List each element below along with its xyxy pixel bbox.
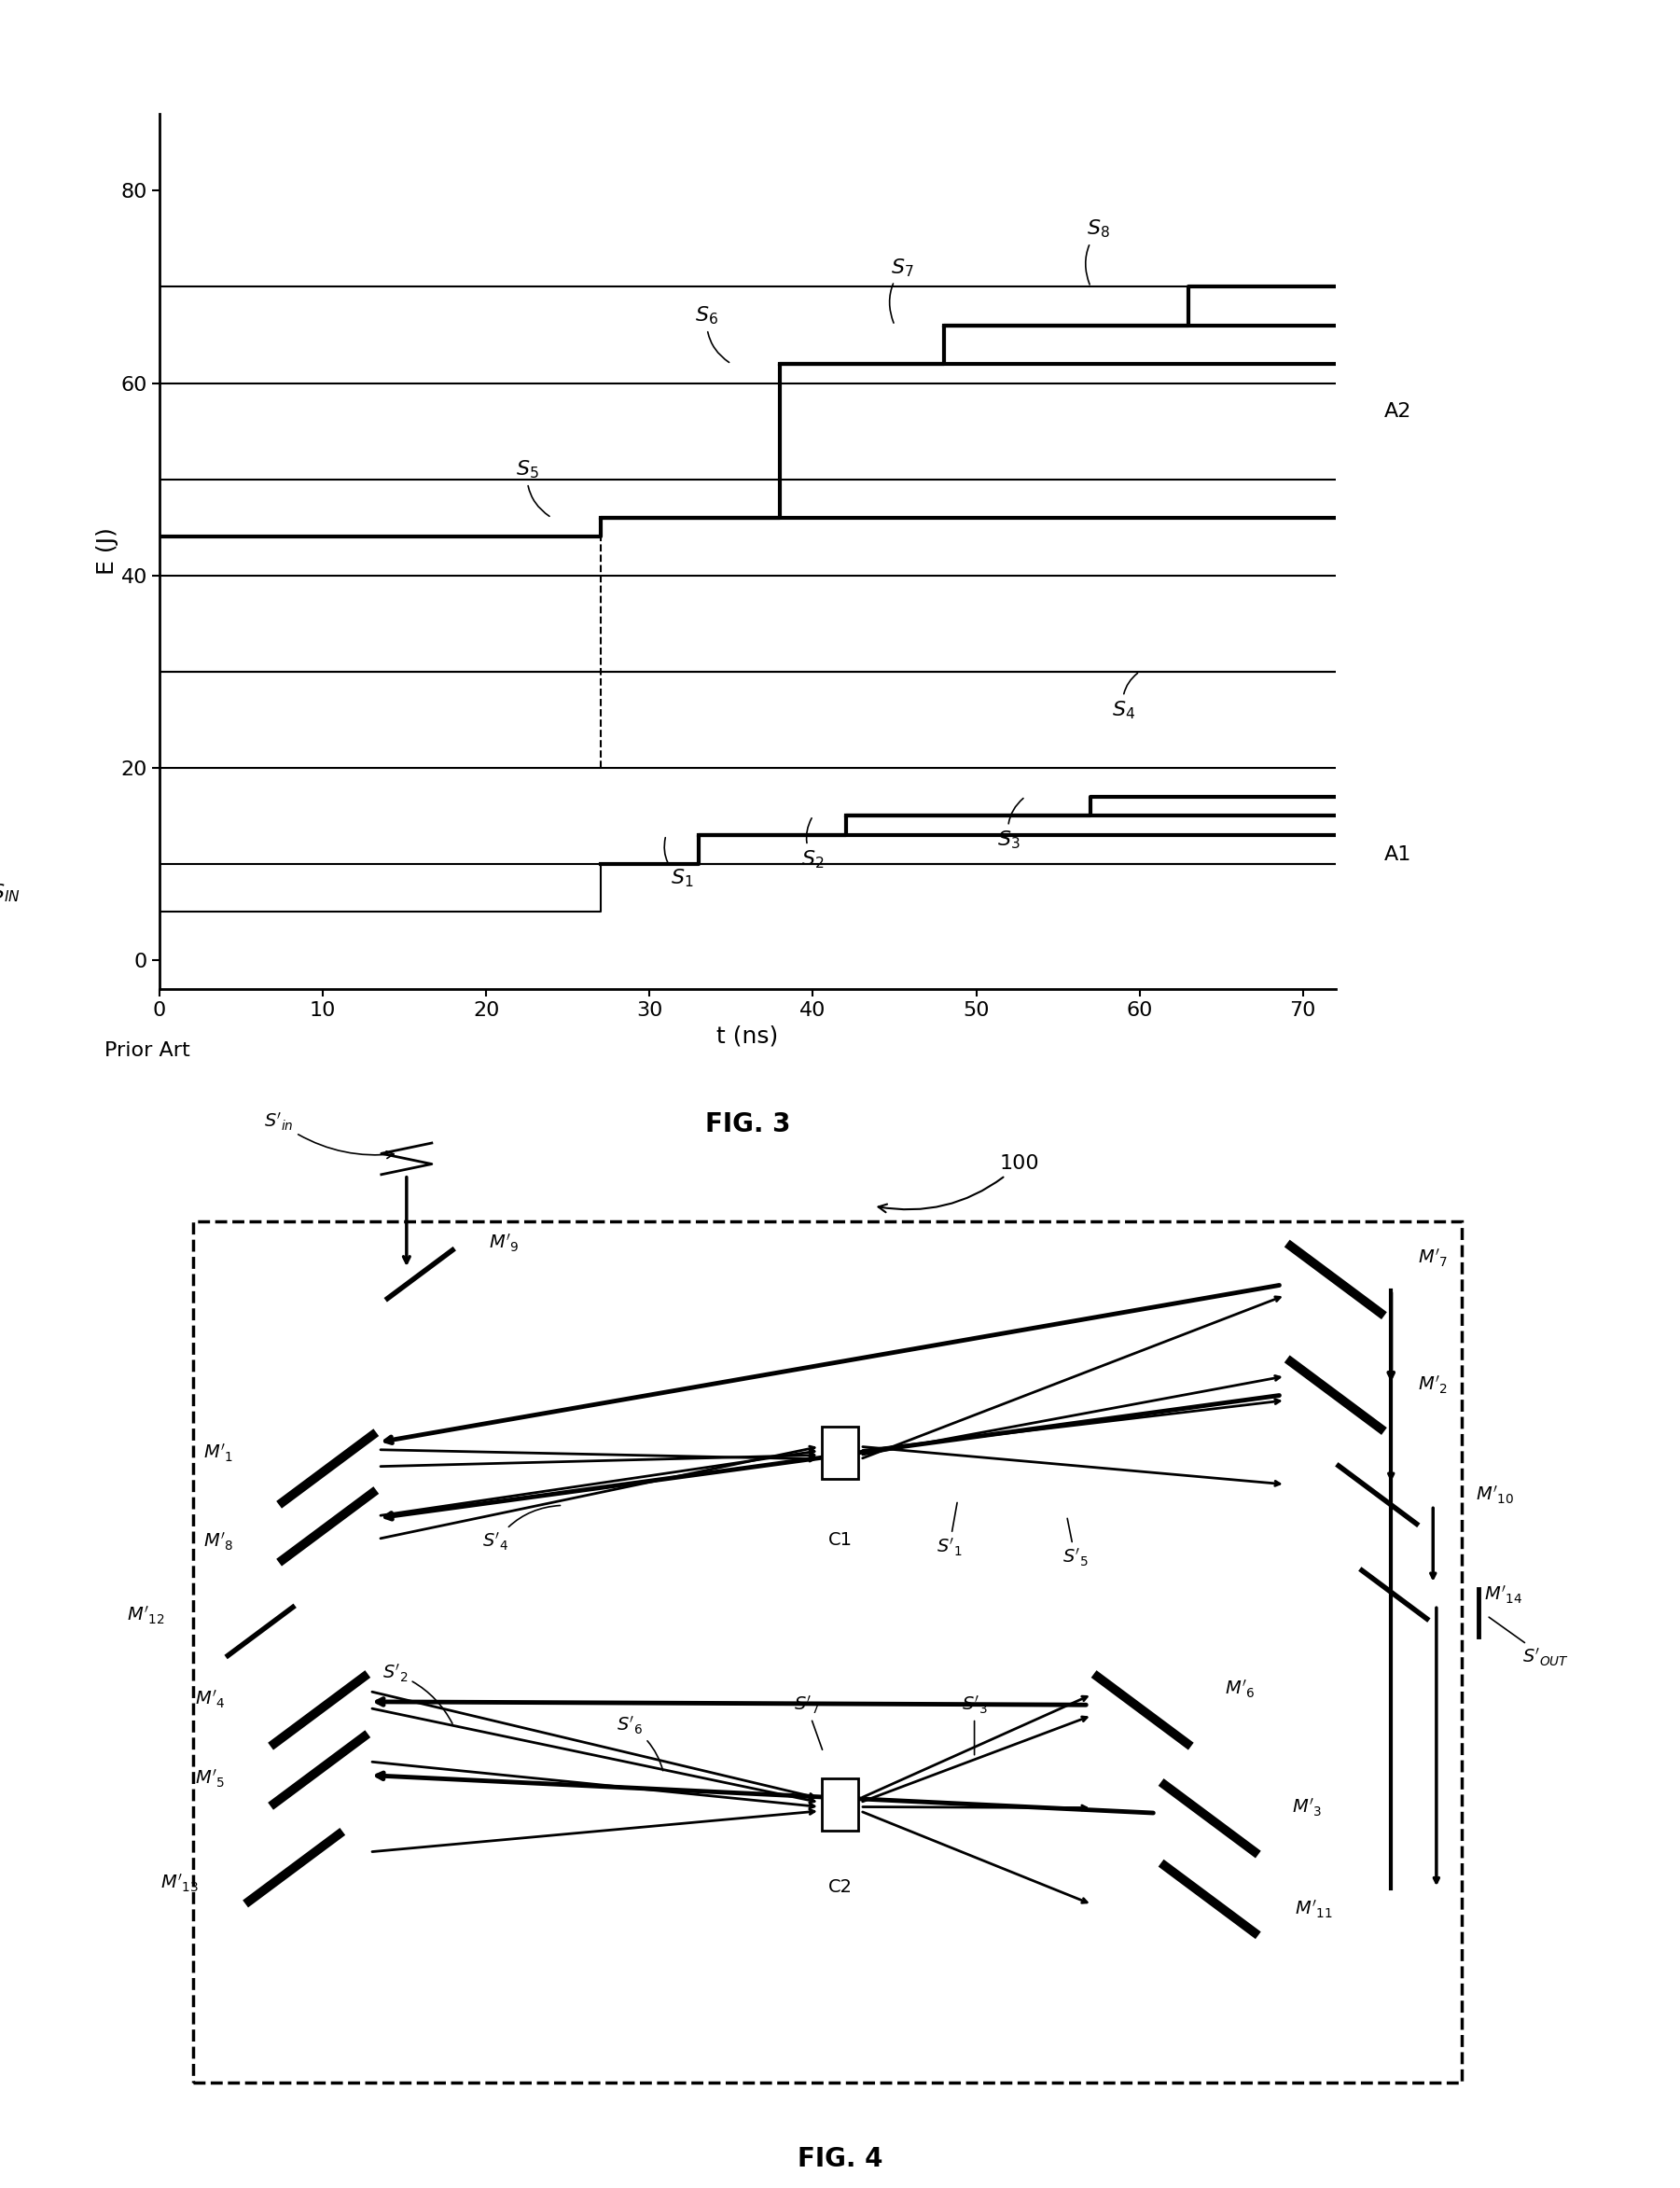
Text: A2: A2 <box>1384 403 1411 422</box>
Text: $M'_9$: $M'_9$ <box>489 1232 519 1254</box>
Text: $S_1$: $S_1$ <box>664 838 694 888</box>
Text: FIG. 4: FIG. 4 <box>798 2146 882 2173</box>
Text: $S'_2$: $S'_2$ <box>381 1663 452 1724</box>
Text: $S_8$: $S_8$ <box>1085 219 1110 284</box>
Text: $S_4$: $S_4$ <box>1112 674 1137 722</box>
Text: $S'_3$: $S'_3$ <box>961 1694 988 1755</box>
Bar <box>822 1427 858 1479</box>
Text: $M'_1$: $M'_1$ <box>203 1442 234 1464</box>
Text: $M'_{13}$: $M'_{13}$ <box>161 1873 198 1895</box>
Text: $S'_{OUT}$: $S'_{OUT}$ <box>1488 1617 1569 1669</box>
Text: $S_{IN}$: $S_{IN}$ <box>0 882 20 904</box>
Text: $M'_5$: $M'_5$ <box>195 1768 225 1790</box>
Text: $M'_{14}$: $M'_{14}$ <box>1485 1584 1522 1606</box>
Text: $M'_8$: $M'_8$ <box>203 1532 234 1553</box>
Text: $M'_{12}$: $M'_{12}$ <box>128 1604 165 1626</box>
Text: $S'_7$: $S'_7$ <box>793 1694 822 1750</box>
Text: $S_6$: $S_6$ <box>696 304 729 363</box>
Text: Prior Art: Prior Art <box>104 1041 190 1061</box>
Text: $S'_1$: $S'_1$ <box>936 1503 963 1558</box>
Text: 100: 100 <box>879 1155 1040 1212</box>
Text: $S'_4$: $S'_4$ <box>482 1505 559 1553</box>
Text: $S_7$: $S_7$ <box>889 256 914 324</box>
Text: $S'_5$: $S'_5$ <box>1062 1518 1089 1569</box>
Text: FIG. 3: FIG. 3 <box>706 1112 790 1138</box>
Text: C1: C1 <box>828 1532 852 1549</box>
Bar <box>822 1779 858 1831</box>
Text: $M'_{11}$: $M'_{11}$ <box>1295 1899 1332 1921</box>
Text: C2: C2 <box>828 1877 852 1897</box>
Text: $S'_6$: $S'_6$ <box>617 1715 664 1770</box>
Text: $M'_{10}$: $M'_{10}$ <box>1477 1483 1514 1505</box>
Text: $S'_{in}$: $S'_{in}$ <box>264 1112 393 1157</box>
Text: A1: A1 <box>1384 845 1411 864</box>
Text: $S_5$: $S_5$ <box>516 459 549 516</box>
Text: $M'_2$: $M'_2$ <box>1418 1374 1448 1396</box>
Y-axis label: E (J): E (J) <box>96 527 118 575</box>
Text: $M'_6$: $M'_6$ <box>1225 1678 1255 1700</box>
Text: $S_3$: $S_3$ <box>998 799 1023 851</box>
X-axis label: t (ns): t (ns) <box>717 1026 778 1048</box>
Text: $M'_3$: $M'_3$ <box>1292 1796 1322 1818</box>
Text: $M'_4$: $M'_4$ <box>195 1689 225 1711</box>
Text: $M'_7$: $M'_7$ <box>1418 1247 1448 1269</box>
Text: $S_2$: $S_2$ <box>801 818 825 871</box>
